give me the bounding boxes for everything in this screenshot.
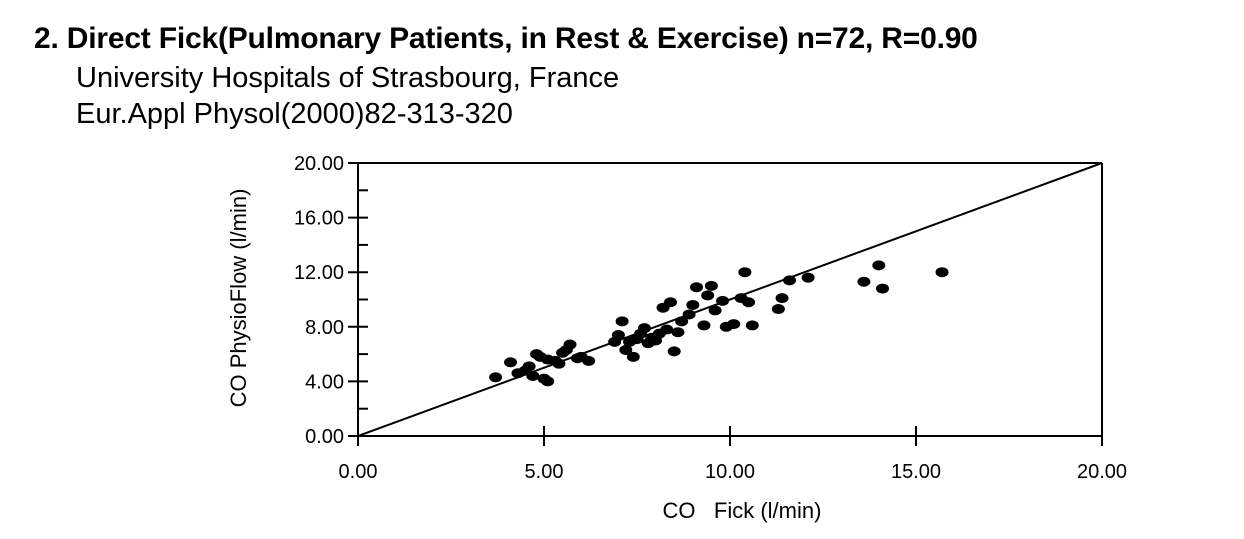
data-point — [526, 370, 540, 381]
data-point — [675, 316, 689, 327]
data-point — [489, 372, 503, 383]
x-tick-label: 15.00 — [891, 461, 941, 483]
data-point — [716, 295, 730, 306]
data-point — [690, 282, 704, 293]
data-point — [663, 297, 677, 308]
institution-line: University Hospitals of Strasbourg, Fran… — [76, 62, 620, 94]
data-point — [697, 320, 711, 331]
x-tick-label: 0.00 — [339, 461, 378, 483]
data-point — [783, 275, 797, 286]
data-point — [738, 267, 752, 278]
data-point — [935, 267, 949, 278]
data-points — [489, 260, 949, 387]
data-point — [876, 283, 890, 294]
data-point — [619, 345, 633, 356]
data-point — [857, 276, 871, 287]
reference-line: Eur.Appl Physol(2000)82-313-320 — [76, 98, 513, 130]
data-point — [682, 309, 696, 320]
data-point — [626, 351, 640, 362]
data-point — [872, 260, 886, 271]
y-tick-label: 16.00 — [294, 208, 344, 230]
data-point — [686, 299, 700, 310]
data-point — [615, 316, 629, 327]
data-point — [611, 329, 625, 340]
data-point — [667, 346, 681, 357]
data-point — [563, 339, 577, 350]
data-point — [671, 327, 685, 338]
data-point — [771, 304, 785, 315]
data-point — [727, 319, 741, 330]
x-axis-label: CO Fick (l/min) — [663, 498, 822, 523]
data-point — [745, 320, 759, 331]
plot-area — [358, 162, 1103, 436]
identity-line — [357, 162, 1103, 437]
data-point — [541, 376, 555, 387]
x-tick-label: 10.00 — [705, 461, 755, 483]
identity-line-group — [357, 162, 1103, 437]
data-point — [637, 323, 651, 334]
y-axis: 0.00 4.00 8.00 12.00 16.00 20.00 — [294, 153, 368, 448]
y-tick-label: 4.00 — [305, 371, 344, 393]
data-point — [504, 357, 518, 368]
y-axis-label: CO PhysioFlow (l/min) — [226, 189, 251, 408]
y-tick-label: 20.00 — [294, 153, 344, 175]
data-point — [742, 297, 756, 308]
y-tick-label: 0.00 — [305, 426, 344, 448]
data-point — [660, 324, 674, 335]
data-point — [701, 290, 715, 301]
x-axis: 0.00 5.00 10.00 15.00 20.00 — [339, 426, 1127, 483]
y-tick-label: 12.00 — [294, 262, 344, 284]
data-point — [801, 272, 815, 283]
data-point — [775, 293, 789, 304]
chart-title: 2. Direct Fick(Pulmonary Patients, in Re… — [34, 22, 978, 55]
y-tick-label: 8.00 — [305, 317, 344, 339]
data-point — [552, 358, 566, 369]
data-point — [522, 361, 536, 372]
x-tick-label: 20.00 — [1077, 461, 1127, 483]
data-point — [582, 355, 596, 366]
data-point — [708, 305, 722, 316]
x-tick-label: 5.00 — [525, 461, 564, 483]
data-point — [704, 280, 718, 291]
